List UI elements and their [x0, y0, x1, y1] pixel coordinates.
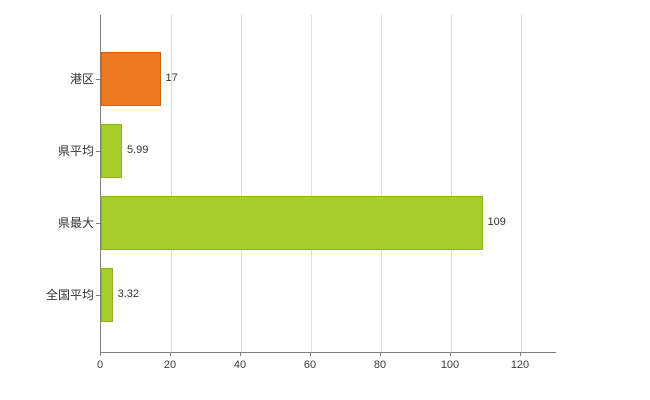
gridline	[241, 15, 242, 352]
gridline	[381, 15, 382, 352]
y-axis-tick	[96, 151, 100, 152]
x-axis-tick	[520, 352, 521, 356]
category-label: 県平均	[57, 144, 94, 158]
x-axis-tick	[450, 352, 451, 356]
y-axis-tick	[96, 295, 100, 296]
x-axis-tick-label: 120	[510, 359, 530, 371]
value-label: 109	[487, 216, 506, 228]
plot-area	[100, 15, 556, 353]
gridline	[521, 15, 522, 352]
category-label: 港区	[69, 72, 94, 86]
category-label: 全国平均	[45, 288, 94, 302]
x-axis-tick-label: 80	[373, 359, 387, 371]
gridline	[171, 15, 172, 352]
x-axis-tick	[240, 352, 241, 356]
x-axis-tick	[380, 352, 381, 356]
gridline	[451, 15, 452, 352]
x-axis-tick	[310, 352, 311, 356]
x-axis-tick	[170, 352, 171, 356]
x-axis-tick-label: 40	[233, 359, 247, 371]
bar	[101, 196, 483, 250]
value-label: 17	[165, 72, 178, 84]
x-axis-tick-label: 0	[96, 359, 104, 371]
x-axis-tick-label: 20	[163, 359, 177, 371]
x-axis-tick-label: 60	[303, 359, 317, 371]
x-axis-tick-label: 100	[440, 359, 460, 371]
y-axis-tick	[96, 223, 100, 224]
value-label: 5.99	[126, 144, 149, 156]
x-axis-tick	[100, 352, 101, 356]
y-axis-tick	[96, 79, 100, 80]
category-label: 県最大	[57, 216, 94, 230]
bar	[101, 124, 122, 178]
value-label: 3.32	[117, 288, 140, 300]
bar	[101, 268, 113, 322]
gridline	[311, 15, 312, 352]
bar	[101, 52, 161, 106]
